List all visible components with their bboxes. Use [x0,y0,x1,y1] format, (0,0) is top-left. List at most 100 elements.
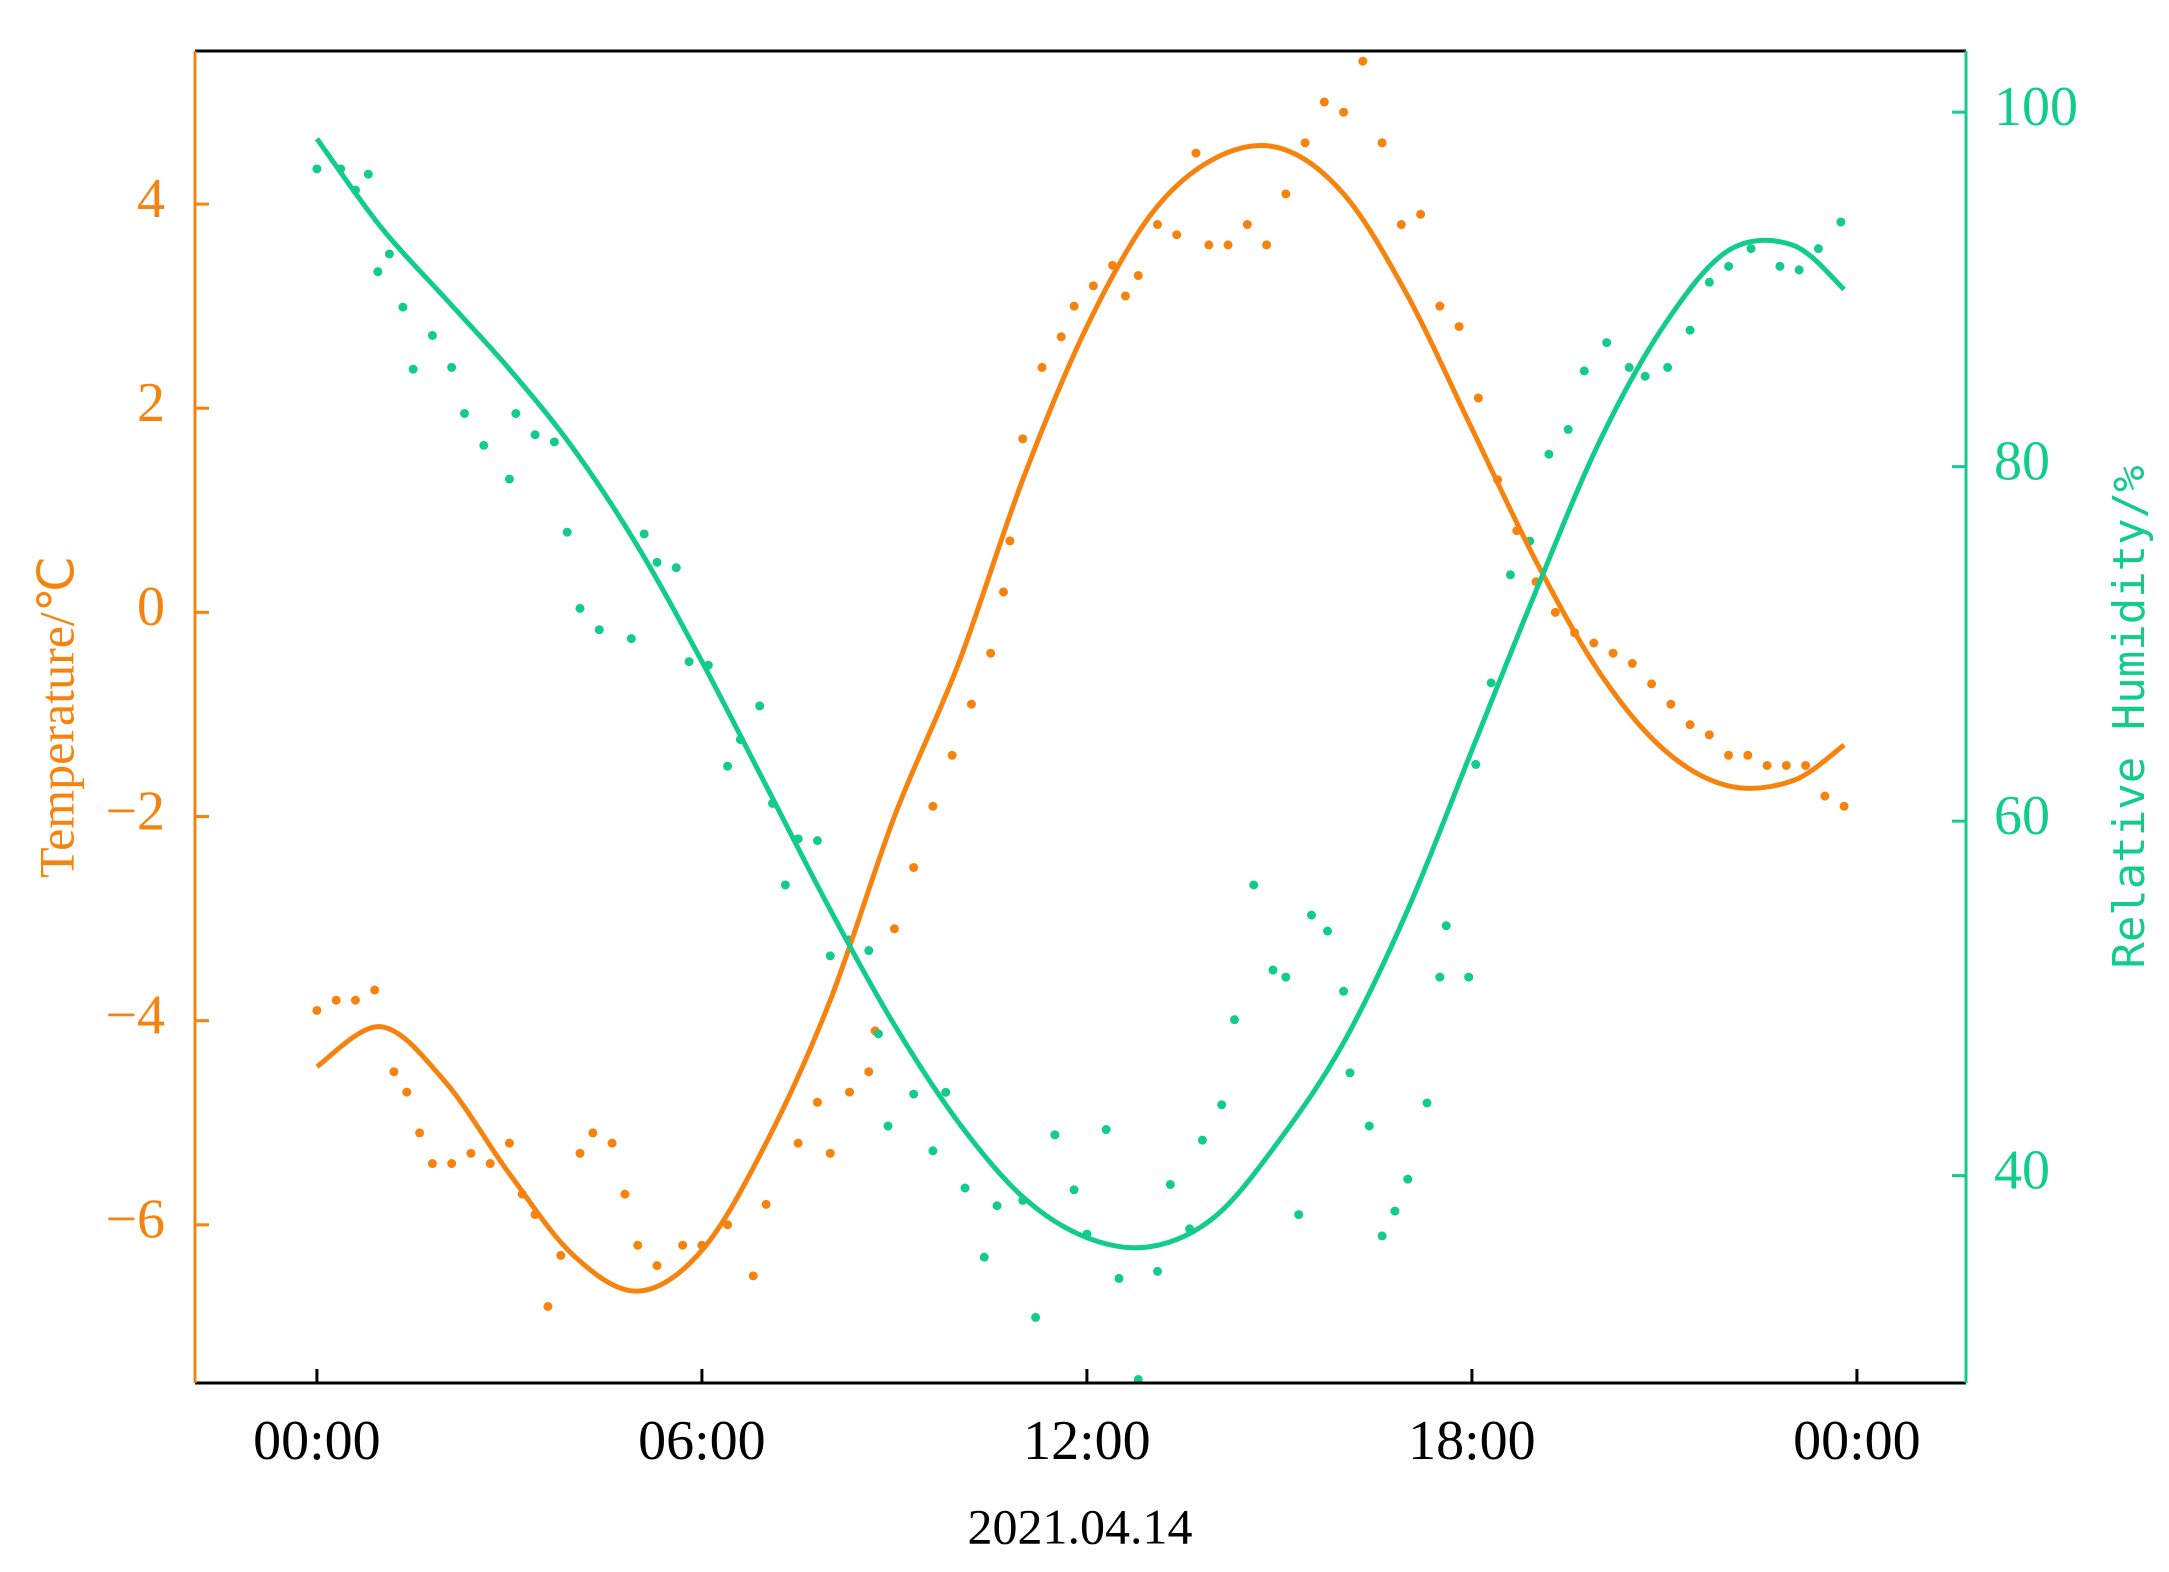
data-point [1191,148,1201,158]
data-point [633,1240,643,1250]
data-point [1319,97,1329,107]
data-point [1114,1273,1124,1283]
data-point [427,330,437,340]
data-point [1133,271,1143,281]
data-point [1464,972,1474,982]
data-point [1563,424,1573,434]
data-point [1685,325,1695,335]
data-point [941,1087,951,1097]
data-point [594,625,604,635]
y-axis-label: Temperature/℃ [28,556,84,878]
data-point [530,430,540,440]
data-point [845,1087,854,1097]
data-point [1197,1135,1207,1145]
data-point [1801,760,1811,770]
x-axis-label: 2021.04.14 [968,1498,1193,1554]
data-point [1724,261,1734,271]
data-point [1268,965,1278,975]
data-point [1627,658,1637,668]
data-point [1101,1125,1111,1135]
data-point [1242,220,1252,230]
data-point [1746,244,1756,254]
data-point [1471,759,1481,769]
y2-axis-label: Relative Humidity/% [2104,465,2155,968]
data-point [427,1159,437,1169]
data-point [1281,972,1291,982]
data-point [723,1220,733,1230]
data-point [1403,1174,1413,1184]
data-point [1088,281,1098,291]
data-point [909,1089,919,1099]
data-point [1724,750,1734,760]
data-point [1454,322,1464,332]
data-point [350,995,360,1005]
data-point [1624,362,1634,372]
data-point [607,1138,617,1148]
data-point [928,1146,938,1156]
data-point [415,1128,425,1138]
data-point [992,1201,1002,1211]
data-point [1820,791,1830,801]
data-point [1339,986,1349,996]
x-tick-label: 00:00 [1793,1410,1921,1472]
data-point [1323,926,1333,936]
data-point [363,169,373,179]
data-point [485,1159,495,1169]
data-point [398,302,408,312]
data-point [312,1005,322,1015]
y-tick-label: 0 [137,576,165,638]
data-point [639,529,649,539]
data-point [1153,220,1162,230]
data-point [549,437,559,447]
data-point [684,657,694,667]
data-point [1217,1100,1227,1110]
data-point [1704,277,1714,287]
data-point [1249,880,1259,890]
data-point [928,801,938,811]
data-point [812,1097,822,1107]
data-point [1307,910,1316,920]
data-point [1608,648,1618,658]
data-point [1435,972,1445,982]
data-point [1377,138,1387,148]
data-point [1223,240,1233,250]
data-point [1486,678,1496,688]
data-point [825,951,835,961]
data-point [652,1261,662,1271]
data-point [1364,1121,1374,1131]
data-point [1647,679,1657,689]
data-point [1120,291,1130,301]
data-point [1050,1130,1060,1140]
data-point [1339,107,1349,117]
data-point [1602,338,1612,348]
data-point [873,1029,883,1039]
data-point [466,1148,476,1158]
data-point [1704,730,1714,740]
data-point [909,863,919,873]
data-point [389,1067,399,1077]
data-point [384,249,394,259]
data-point [543,1301,553,1311]
data-point [1294,1210,1304,1220]
data-point [1005,536,1015,546]
data-point [1153,1266,1162,1276]
data-point [1037,362,1047,372]
data-point [1579,366,1589,376]
data-point [370,985,380,995]
data-point [460,408,469,418]
data-point [504,1138,514,1148]
data-point [1685,720,1695,730]
data-point [1165,1179,1175,1189]
y-tick-label: −2 [105,780,165,842]
data-point [562,527,572,537]
data-point [966,699,976,709]
data-point [883,1121,893,1131]
data-point [986,648,996,658]
data-point [1031,1312,1041,1322]
data-point [447,1159,457,1169]
data-point [1069,301,1079,311]
data-point [1743,750,1753,760]
x-tick-label: 18:00 [1408,1410,1536,1472]
data-point [620,1189,630,1199]
